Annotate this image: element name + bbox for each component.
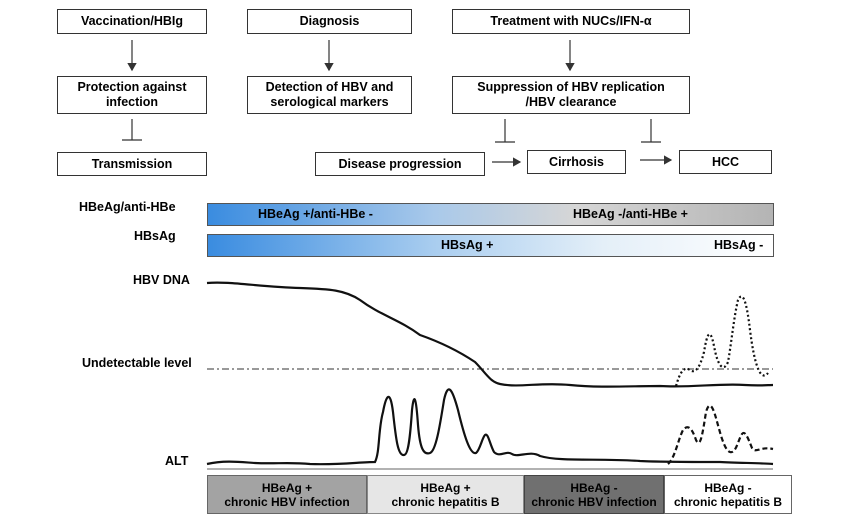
alt-curve [206, 388, 774, 466]
suppression-box: Suppression of HBV replication /HBV clea… [452, 76, 690, 114]
alt-label: ALT [165, 454, 189, 468]
hbsag-gradient-bar [207, 234, 774, 257]
detection-box: Detection of HBV and serological markers [247, 76, 412, 114]
hbeag-positive-text: HBeAg +/anti-HBe - [258, 207, 373, 221]
treatment-box: Treatment with NUCs/IFN-α [452, 9, 690, 34]
diagnosis-box: Diagnosis [247, 9, 412, 34]
hbv-dna-curve [206, 281, 774, 388]
disease-progression-box: Disease progression [315, 152, 485, 176]
undetectable-level-label: Undetectable level [82, 356, 192, 370]
cirrhosis-box: Cirrhosis [527, 150, 626, 174]
hbsag-negative-text: HBsAg - [714, 238, 764, 252]
hbeag-gradient-bar [207, 203, 774, 226]
hbv-dna-rebound-curve [674, 295, 769, 387]
hbv-dna-label: HBV DNA [133, 273, 190, 287]
transmission-box: Transmission [57, 152, 207, 176]
hbeag-negative-text: HBeAg -/anti-HBe + [573, 207, 688, 221]
protection-box: Protection against infection [57, 76, 207, 114]
phase-hbeag-neg-infection: HBeAg - chronic HBV infection [524, 475, 664, 514]
phase-hbeag-pos-hepatitis: HBeAg + chronic hepatitis B [367, 475, 524, 514]
hbsag-row-label: HBsAg [134, 229, 176, 243]
hbsag-positive-text: HBsAg + [441, 238, 494, 252]
hbeag-row-label: HBeAg/anti-HBe [79, 200, 176, 214]
hcc-box: HCC [679, 150, 772, 174]
vaccination-box: Vaccination/HBIg [57, 9, 207, 34]
phase-hbeag-neg-hepatitis: HBeAg - chronic hepatitis B [664, 475, 792, 514]
phase-hbeag-pos-infection: HBeAg + chronic HBV infection [207, 475, 367, 514]
alt-flare-curve [667, 404, 774, 465]
